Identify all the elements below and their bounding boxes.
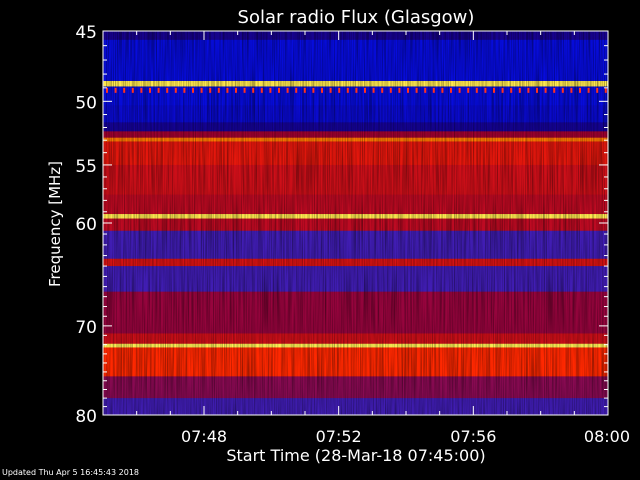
pulse-mark [467,87,470,93]
pulse-mark [131,87,134,93]
pulse-mark [286,87,289,93]
pulse-mark [536,87,538,93]
pulse-mark [149,87,151,93]
y-tick-label: 70 [75,318,97,338]
pulse-mark [166,87,169,93]
y-tick-label: 80 [75,407,97,427]
pulse-mark [372,87,375,93]
pulse-mark [518,87,521,93]
pulse-mark [140,87,143,93]
pulse-mark [200,87,203,93]
pulse-mark [484,87,487,93]
y-tick-label: 50 [75,93,97,113]
pulse-mark [596,87,599,93]
pulse-mark [269,87,272,93]
pulse-mark [157,87,160,93]
pulse-mark [450,87,452,93]
pulse-mark [587,87,590,93]
pulse-mark [243,87,246,93]
pulse-mark [475,87,478,93]
pulse-mark [510,87,513,93]
y-tick-label: 55 [75,157,97,177]
pulse-mark [407,87,409,93]
pulse-mark [570,87,573,93]
pulse-mark [561,87,564,93]
pulse-mark [458,87,461,93]
pulse-mark [217,87,220,93]
pulse-mark [114,87,117,93]
x-tick-label: 07:56 [450,427,496,446]
x-tick-label: 08:00 [584,427,630,446]
pulse-mark [441,87,444,93]
pulse-mark [493,87,495,93]
chart-title: Solar radio Flux (Glasgow) [238,7,475,28]
updated-timestamp: Updated Thu Apr 5 16:45:43 2018 [2,468,140,477]
pulse-mark [346,87,349,93]
x-axis-label: Start Time (28-Mar-18 07:45:00) [226,446,485,465]
pulse-mark [604,87,607,93]
x-tick-label: 07:52 [316,427,362,446]
pulse-mark [415,87,418,93]
pulse-mark [235,87,237,93]
pulse-mark [174,87,177,93]
pulse-mark [303,87,306,93]
pulse-mark [295,87,298,93]
pulse-mark [209,87,212,93]
pulse-mark [527,87,530,93]
y-tick-label: 45 [75,23,97,43]
pulse-mark [424,87,427,93]
pulse-mark [192,87,194,93]
noise-texture [103,31,608,415]
pulse-mark [260,87,263,93]
pulse-mark [398,87,401,93]
pulse-mark [252,87,255,93]
pulse-mark [389,87,392,93]
pulse-mark [329,87,332,93]
pulse-mark [123,87,126,93]
pulse-mark [312,87,315,93]
pulse-mark [501,87,504,93]
pulse-mark [355,87,358,93]
y-tick-label: 60 [75,215,97,235]
y-axis: 45 50 55 60 70 80 [75,23,608,427]
x-axis: 07:48 07:52 07:56 08:00 [102,31,630,446]
pulse-mark [338,87,341,93]
pulse-mark [106,87,108,93]
pulse-mark [278,87,280,93]
pulse-mark [579,87,581,93]
pulse-mark [381,87,384,93]
y-axis-label: Frequency [MHz] [46,161,64,287]
pulse-mark [183,87,186,93]
pulse-mark [544,87,547,93]
pulse-mark [364,87,366,93]
pulse-mark [321,87,323,93]
pulse-mark [553,87,556,93]
x-tick-label: 07:48 [181,427,227,446]
pulse-mark [432,87,435,93]
pulse-mark [226,87,229,93]
interference-pulses [106,87,607,93]
